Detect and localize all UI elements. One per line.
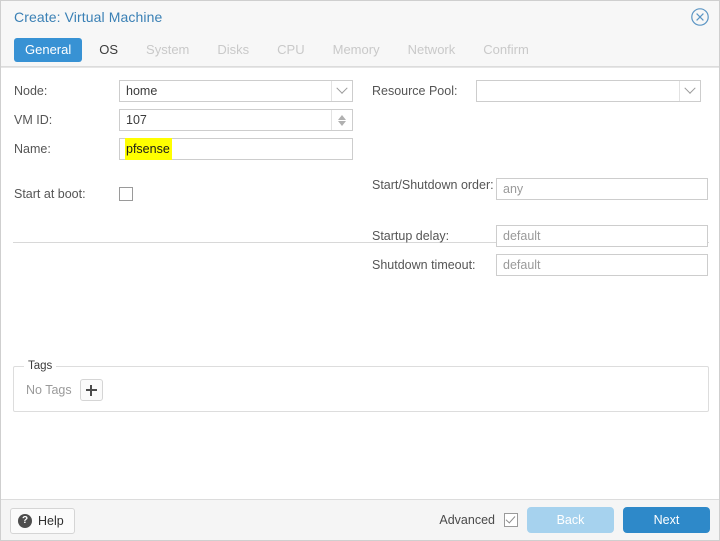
advanced-checkbox[interactable] [504, 513, 518, 527]
general-tab-panel: Node: home VM ID: 107 Nam [1, 67, 719, 499]
wizard-tabbar: General OS System Disks CPU Memory Netwo… [1, 34, 719, 67]
tab-network: Network [407, 42, 456, 57]
section-divider [13, 242, 709, 243]
node-label: Node: [14, 84, 48, 98]
tab-disks: Disks [217, 42, 250, 57]
vmid-row: VM ID: 107 [14, 109, 353, 131]
name-label: Name: [14, 142, 51, 156]
name-row: Name: pfsense [14, 138, 353, 160]
question-circle-icon: ? [18, 514, 32, 528]
startup-delay-input[interactable]: default [496, 225, 708, 247]
start-at-boot-row: Start at boot: [14, 183, 133, 205]
dialog-titlebar: Create: Virtual Machine [1, 1, 719, 34]
startup-delay-row: Startup delay: default [372, 225, 708, 247]
advanced-label: Advanced [439, 513, 495, 527]
close-icon[interactable] [690, 7, 710, 27]
resource-pool-label: Resource Pool: [372, 84, 458, 98]
help-button-label: Help [38, 514, 64, 528]
resource-pool-row: Resource Pool: [372, 80, 701, 102]
chevron-down-icon[interactable] [679, 81, 700, 101]
back-button[interactable]: Back [527, 507, 614, 533]
start-shutdown-order-input[interactable]: any [496, 178, 708, 200]
node-select[interactable]: home [119, 80, 353, 102]
startup-delay-value: default [503, 229, 541, 243]
tab-system: System [146, 42, 190, 57]
tags-legend: Tags [24, 360, 57, 372]
no-tags-label: No Tags [26, 383, 72, 397]
tab-confirm: Confirm [483, 42, 529, 57]
node-value: home [126, 84, 158, 98]
start-shutdown-order-value: any [503, 182, 524, 196]
vmid-stepper[interactable]: 107 [119, 109, 353, 131]
startup-delay-label: Startup delay: [372, 229, 450, 243]
vmid-label: VM ID: [14, 113, 53, 127]
start-shutdown-order-label: Start/Shutdown order: [372, 178, 494, 192]
shutdown-timeout-input[interactable]: default [496, 254, 708, 276]
chevron-down-icon[interactable] [331, 81, 352, 101]
tab-memory: Memory [332, 42, 380, 57]
plus-icon[interactable] [79, 379, 103, 401]
node-row: Node: home [14, 80, 353, 102]
tab-os[interactable]: OS [99, 42, 119, 57]
dialog-footer: ? Help Advanced Back Next [1, 499, 719, 540]
start-at-boot-checkbox[interactable] [119, 187, 133, 201]
shutdown-timeout-label: Shutdown timeout: [372, 258, 476, 272]
dialog-title: Create: Virtual Machine [14, 9, 163, 25]
help-button[interactable]: ? Help [10, 508, 75, 534]
tab-cpu: CPU [277, 42, 305, 57]
resource-pool-select[interactable] [476, 80, 701, 102]
name-input[interactable]: pfsense [119, 138, 353, 160]
shutdown-timeout-value: default [503, 258, 541, 272]
shutdown-timeout-row: Shutdown timeout: default [372, 254, 708, 276]
spinner-arrows-icon[interactable] [331, 110, 352, 130]
name-value: pfsense [125, 138, 172, 160]
start-shutdown-order-row: Start/Shutdown order: any [372, 178, 708, 212]
next-button[interactable]: Next [623, 507, 710, 533]
vmid-value: 107 [126, 113, 147, 127]
tags-fieldset: Tags No Tags [13, 360, 709, 412]
start-at-boot-label: Start at boot: [14, 187, 86, 201]
tab-general[interactable]: General [14, 38, 83, 62]
